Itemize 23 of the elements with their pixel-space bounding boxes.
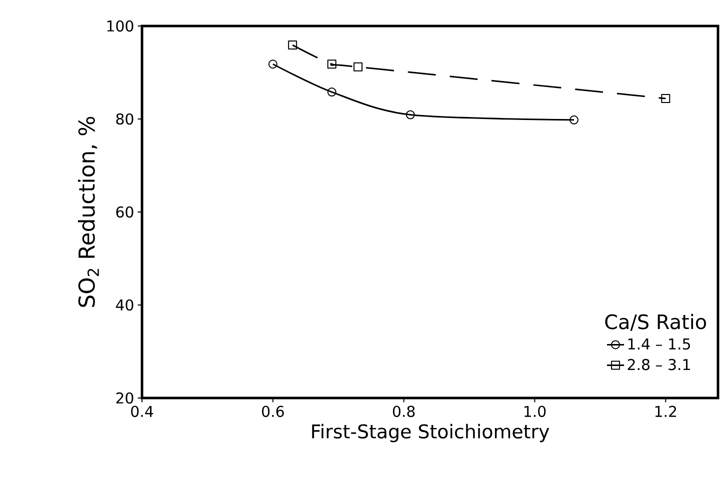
- x-tick-label: 0.6: [262, 406, 284, 418]
- y-tick-label: 80: [116, 113, 134, 125]
- point: [406, 110, 415, 120]
- point: [354, 62, 363, 72]
- point: [661, 94, 670, 104]
- x-tick-label: 1.2: [655, 406, 676, 417]
- y-tick-label: 60: [116, 206, 134, 218]
- y-tick-label: 100: [107, 20, 134, 32]
- x-tick-label: 1.0: [524, 406, 546, 418]
- legend-label: 1.4 – 1.5: [628, 338, 690, 350]
- point: [327, 60, 336, 69]
- point: [268, 60, 278, 69]
- x-tick-label: 0.8: [392, 406, 415, 418]
- point: [570, 115, 579, 124]
- legend-label: 2.8 – 3.1: [628, 358, 690, 370]
- point: [288, 40, 298, 50]
- y-tick-label: 20: [116, 392, 134, 404]
- x-tick-label: 0.4: [131, 406, 154, 418]
- point: [327, 88, 336, 97]
- legend-title: Ca/S Ratio: [605, 314, 706, 331]
- y-tick-label: 40: [116, 299, 134, 311]
- y-axis-title: SO$_{2}$ Reduction, %: [78, 116, 99, 307]
- x-axis-title: First-Stage Stoichiometry: [312, 424, 550, 442]
